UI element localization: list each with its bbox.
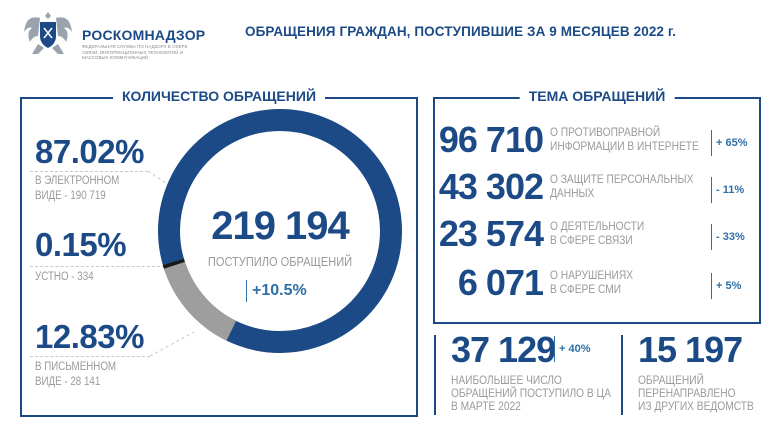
total-change-badge: +10.5% <box>246 280 307 302</box>
oral-percent: 0.15% <box>35 226 127 263</box>
topic-value: 43 302 <box>438 166 544 207</box>
topic-label-1: О НАРУШЕНИЯХ <box>550 268 634 282</box>
written-percent: 12.83% <box>35 318 144 355</box>
electronic-percent: 87.02% <box>35 133 144 170</box>
march-peak-value: 37 129 <box>451 329 556 370</box>
topic-value: 96 710 <box>438 119 544 160</box>
written-label-1: В ПИСЬМЕННОМ <box>35 361 117 373</box>
leader-line <box>30 266 165 267</box>
redirected-label-1: ОБРАЩЕНИЙ <box>638 373 704 387</box>
leader-line <box>148 170 183 195</box>
redirected-label-2: ПЕРЕНАПРАВЛЕНО <box>638 386 736 400</box>
leader-line <box>30 171 148 172</box>
topics-section-title: ТЕМА ОБРАЩЕНИЙ <box>519 88 675 104</box>
count-section: КОЛИЧЕСТВО ОБРАЩЕНИЙ <box>20 88 418 417</box>
count-section-title: КОЛИЧЕСТВО ОБРАЩЕНИЙ <box>112 88 326 104</box>
march-peak-label-3: В МАРТЕ 2022 <box>451 399 521 413</box>
topic-label-2: ДАННЫХ <box>550 186 595 200</box>
total-requests-label: ПОСТУПИЛО ОБРАЩЕНИЙ <box>207 254 353 269</box>
total-requests: 219 194 <box>211 204 350 248</box>
brand-subtitle: ФЕДЕРАЛЬНАЯ СЛУЖБА ПО НАДЗОРУ В СФЕРЕ СВ… <box>82 44 188 60</box>
topic-label-1: О ДЕЯТЕЛЬНОСТИ <box>550 219 645 233</box>
electronic-label-1: В ЭЛЕКТРОННОМ <box>35 175 120 187</box>
topic-value: 6 071 <box>457 262 544 303</box>
redirected-value: 15 197 <box>638 329 743 370</box>
march-peak-change: + 40% <box>554 336 591 362</box>
oral-label: УСТНО - 334 <box>35 271 94 283</box>
electronic-label-2: ВИДЕ - 190 719 <box>35 190 106 202</box>
roskomnadzor-emblem-icon <box>24 12 72 54</box>
topic-label-1: О ПРОТИВОПРАВНОЙ <box>550 125 661 139</box>
topic-change: - 33% <box>711 224 745 250</box>
redirected-label-3: ИЗ ДРУГИХ ВЕДОМСТВ <box>638 399 754 413</box>
segment-oral <box>158 109 402 353</box>
topics-section: ТЕМА ОБРАЩЕНИЙ <box>433 88 761 324</box>
segment-electronic <box>158 109 402 353</box>
topic-change: + 5% <box>711 273 741 299</box>
topic-value: 23 574 <box>438 213 544 254</box>
march-peak-label-2: ОБРАЩЕНИЙ ПОСТУПИЛО В ЦА <box>451 386 611 400</box>
march-peak-label-1: НАИБОЛЬШЕЕ ЧИСЛО <box>451 373 562 387</box>
topic-label-1: О ЗАЩИТЕ ПЕРСОНАЛЬНЫХ <box>550 172 694 186</box>
leader-line <box>30 356 150 357</box>
written-label-2: ВИДЕ - 28 141 <box>35 376 101 388</box>
topic-change: - 11% <box>711 177 744 203</box>
topic-label-2: В СФЕРЕ СМИ <box>550 282 622 296</box>
donut-chart <box>158 108 402 353</box>
divider <box>621 335 623 415</box>
topic-change: + 65% <box>711 130 748 156</box>
topic-label-2: ИНФОРМАЦИИ В ИНТЕРНЕТЕ <box>550 139 699 153</box>
leader-line <box>150 331 195 357</box>
brand-name: РОСКОМНАДЗОР <box>82 27 206 43</box>
topic-label-2: В СФЕРЕ СВЯЗИ <box>550 233 633 247</box>
page-title: ОБРАЩЕНИЯ ГРАЖДАН, ПОСТУПИВШИЕ ЗА 9 МЕСЯ… <box>245 24 677 39</box>
divider <box>434 335 436 415</box>
